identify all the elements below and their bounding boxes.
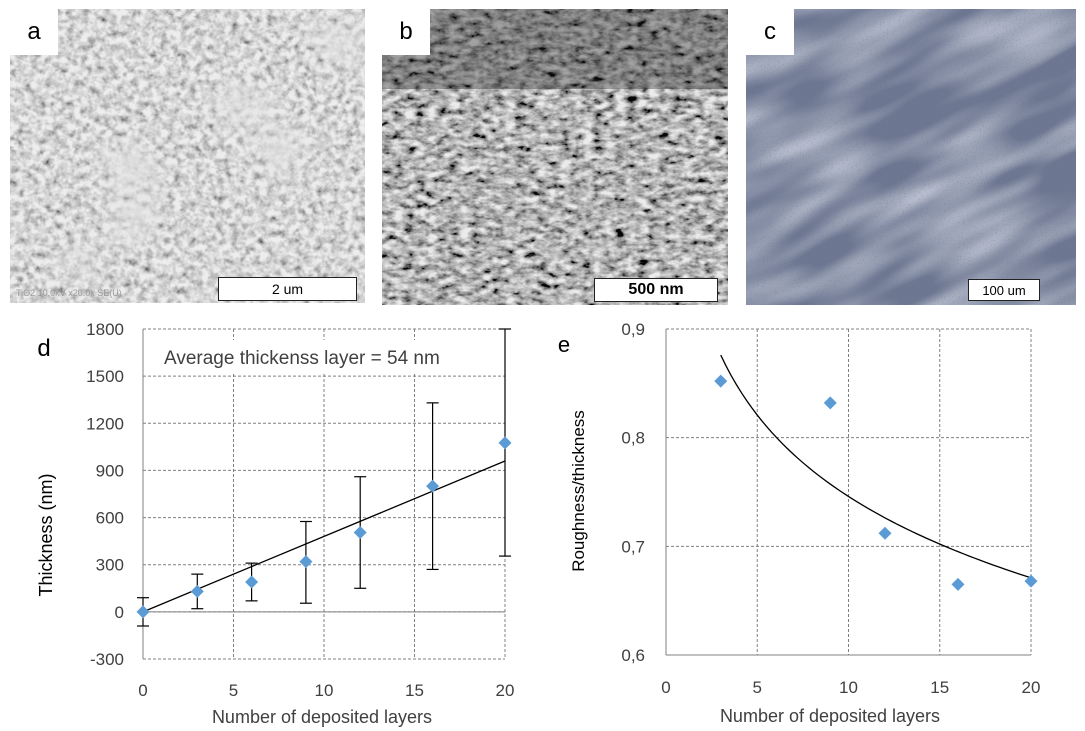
y-tick-label-e: 0,8 xyxy=(621,429,645,448)
x-axis-label-d: Number of deposited layers xyxy=(212,707,432,727)
data-point-e xyxy=(878,526,892,540)
scale-bar-b: 500 nm xyxy=(594,278,718,302)
data-point-d xyxy=(353,526,367,539)
y-tick-label-e: 0,6 xyxy=(621,646,645,665)
data-point-d xyxy=(136,605,150,619)
y-tick-label-d: 1200 xyxy=(86,414,124,433)
y-tick-labels-e: 0,6 0,7 0,8 0,9 xyxy=(621,320,645,665)
x-tick-label-e: 5 xyxy=(753,678,762,697)
x-tick-label-d: 5 xyxy=(229,681,238,700)
trendline-d xyxy=(142,460,506,613)
data-point-e xyxy=(951,577,965,591)
panel-label-b: b xyxy=(382,9,430,55)
data-point-d xyxy=(426,479,440,493)
log-trendline xyxy=(720,354,1032,579)
x-tick-label-e: 0 xyxy=(661,678,670,697)
y-tick-label-d: 300 xyxy=(96,556,124,575)
axes-e xyxy=(665,329,1031,656)
data-point-d xyxy=(498,436,512,450)
y-tick-label-d: 1800 xyxy=(86,320,124,339)
x-tick-label-d: 15 xyxy=(405,681,424,700)
thickness-chart: d -300 0 300 600 900 1200 1500 1800 0 5 10 15 20 Av… xyxy=(36,320,514,727)
data-points-d xyxy=(136,436,512,619)
data-point-d xyxy=(245,575,259,589)
panel-label-d: d xyxy=(37,335,50,362)
data-points-e xyxy=(714,374,1038,591)
y-axis-label-d: Thickness (nm) xyxy=(36,473,56,596)
y-tick-label-d: -300 xyxy=(90,650,124,669)
y-tick-label-d: 1500 xyxy=(86,367,124,386)
x-tick-labels-d: 0 5 10 15 20 xyxy=(138,681,514,700)
y-tick-label-d: 900 xyxy=(96,461,124,480)
x-tick-label-e: 15 xyxy=(930,678,949,697)
sem-image-a: a TiO2 10.0kV x20.0k SE(U) 2 um xyxy=(10,9,365,303)
scale-bar-a: 2 um xyxy=(218,277,357,301)
x-tick-labels-e: 0 5 10 15 20 xyxy=(661,678,1040,697)
x-tick-label-d: 20 xyxy=(496,681,515,700)
roughness-chart: e 0,6 0,7 0,8 0,9 0 5 10 15 20 Number of deposi… xyxy=(558,320,1041,726)
y-tick-label-e: 0,7 xyxy=(621,537,645,556)
chart-annotation: Average thickenss layer = 54 nm xyxy=(164,348,440,369)
panel-label-e: e xyxy=(558,332,570,357)
data-point-e xyxy=(823,396,837,410)
x-tick-label-e: 10 xyxy=(839,678,858,697)
scale-bar-c: 100 um xyxy=(968,279,1040,301)
linear-trendline xyxy=(142,460,506,613)
y-tick-label-e: 0,9 xyxy=(621,320,645,339)
trendline-e xyxy=(720,354,1032,579)
data-point-e xyxy=(1024,574,1038,588)
y-tick-label-d: 600 xyxy=(96,509,124,528)
data-point-e xyxy=(714,374,728,388)
sem-image-b: b 500 nm xyxy=(382,9,728,305)
x-tick-label-e: 20 xyxy=(1022,678,1041,697)
x-tick-label-d: 10 xyxy=(315,681,334,700)
annotation-bg xyxy=(158,340,478,374)
gridlines-d xyxy=(143,328,506,660)
panel-label-c: c xyxy=(746,9,794,55)
data-point-d xyxy=(299,555,313,569)
optical-image-c: c 100 um xyxy=(746,9,1076,305)
y-tick-labels-d: -300 0 300 600 900 1200 1500 1800 xyxy=(86,320,124,669)
data-point-d xyxy=(190,584,204,598)
x-axis-label-e: Number of deposited layers xyxy=(720,706,940,726)
gridlines-e xyxy=(666,328,1032,655)
y-axis-label-e: Roughness/thickness xyxy=(569,410,588,572)
y-tick-label-d: 0 xyxy=(115,603,124,622)
sem-footer-text: TiO2 10.0kV x20.0k SE(U) xyxy=(16,288,122,298)
x-tick-label-d: 0 xyxy=(138,681,147,700)
panel-label-a: a xyxy=(10,9,58,55)
